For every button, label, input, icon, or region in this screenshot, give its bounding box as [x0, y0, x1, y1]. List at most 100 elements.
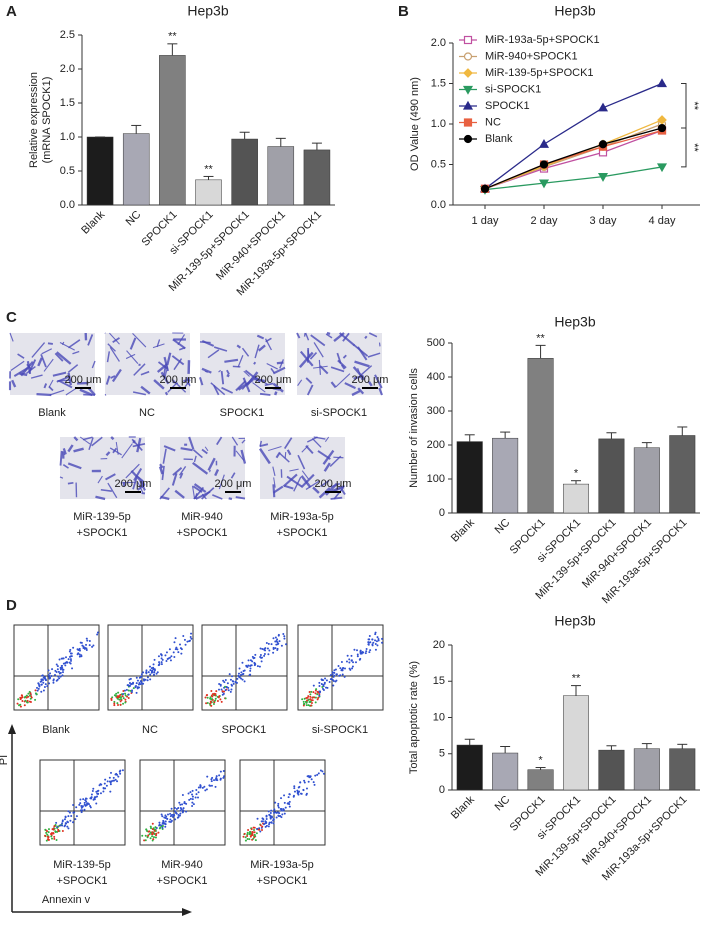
chart-title: Hep3b — [187, 3, 228, 19]
event-dot — [256, 665, 259, 668]
event-dot — [186, 640, 189, 643]
event-dot — [214, 785, 217, 788]
event-dot — [317, 772, 320, 775]
event-dot — [41, 678, 44, 681]
cell-stroke — [178, 465, 187, 476]
event-dot — [283, 801, 286, 804]
event-dot — [164, 816, 167, 819]
cell-stroke — [226, 374, 230, 378]
event-dot — [318, 691, 321, 694]
event-dot — [209, 700, 212, 703]
cell-stroke — [235, 450, 245, 461]
event-dot — [143, 839, 146, 842]
cell-stroke — [241, 439, 246, 444]
event-dot — [80, 641, 83, 644]
event-dot — [118, 698, 121, 701]
event-dot — [86, 639, 89, 642]
event-dot — [83, 808, 86, 811]
event-dot — [302, 700, 305, 703]
event-dot — [55, 663, 58, 666]
event-dot — [317, 696, 320, 699]
event-dot — [263, 654, 266, 657]
scale-bar-label: 200 μm — [160, 374, 197, 386]
event-dot — [172, 651, 175, 654]
image-caption: +SPOCK1 — [156, 875, 207, 887]
series-line — [484, 127, 663, 190]
event-dot — [280, 797, 283, 800]
event-dot — [109, 771, 112, 774]
cell-stroke — [240, 449, 247, 464]
event-dot — [219, 778, 222, 781]
cell-stroke — [258, 344, 266, 352]
event-dot — [23, 696, 26, 699]
event-dot — [316, 773, 319, 776]
cell-stroke — [162, 366, 167, 378]
event-dot — [333, 674, 336, 677]
event-dot — [211, 695, 214, 698]
event-dot — [170, 655, 173, 658]
event-dot — [199, 786, 202, 789]
event-dot — [237, 675, 240, 678]
event-dot — [61, 824, 64, 827]
cell-stroke — [318, 487, 331, 499]
point — [597, 102, 609, 112]
event-dot — [273, 808, 276, 811]
event-dot — [56, 665, 59, 668]
cell-stroke — [204, 446, 209, 452]
event-dot — [238, 667, 241, 670]
x-tick-label: 4 day — [649, 215, 676, 227]
event-dot — [314, 696, 317, 699]
event-dot — [318, 681, 321, 684]
event-dot — [152, 838, 155, 841]
scale-bar — [362, 387, 378, 389]
event-dot — [124, 701, 127, 704]
cell-stroke — [120, 481, 136, 484]
cell-stroke — [57, 379, 71, 382]
event-dot — [321, 686, 324, 689]
event-dot — [374, 633, 377, 636]
cell-stroke — [31, 342, 46, 358]
cell-stroke — [283, 437, 293, 450]
cell-stroke — [43, 358, 54, 372]
event-dot — [302, 703, 305, 706]
cell-stroke — [163, 445, 176, 452]
event-dot — [356, 655, 359, 658]
cell-stroke — [228, 497, 233, 501]
event-dot — [16, 702, 19, 705]
event-dot — [196, 796, 199, 799]
event-dot — [180, 648, 183, 651]
event-dot — [303, 697, 306, 700]
cell-stroke — [340, 488, 346, 496]
event-dot — [310, 701, 313, 704]
cell-stroke — [364, 335, 368, 340]
significance: * — [574, 468, 579, 480]
event-dot — [175, 807, 178, 810]
event-dot — [145, 669, 148, 672]
event-dot — [113, 702, 116, 705]
event-dot — [274, 647, 277, 650]
event-dot — [213, 701, 216, 704]
bar — [562, 483, 590, 514]
event-dot — [205, 788, 208, 791]
image-caption: si-SPOCK1 — [311, 407, 367, 419]
x-tick-label: NC — [493, 794, 513, 814]
cell-stroke — [374, 374, 383, 389]
cell-stroke — [43, 383, 48, 389]
event-dot — [174, 810, 177, 813]
event-dot — [175, 646, 178, 649]
event-dot — [67, 810, 70, 813]
x-tick-label: Blank — [449, 516, 477, 544]
bar — [492, 752, 519, 791]
event-dot — [237, 672, 240, 675]
x-tick-label: 1 day — [472, 215, 499, 227]
event-dot — [85, 643, 88, 646]
event-dot — [318, 684, 321, 687]
event-dot — [55, 821, 58, 824]
cell-stroke — [235, 496, 246, 500]
cell-stroke — [199, 377, 204, 386]
significance: ** — [168, 31, 177, 43]
cell-stroke — [278, 452, 290, 463]
event-dot — [217, 688, 220, 691]
event-dot — [267, 653, 270, 656]
event-dot — [268, 823, 271, 826]
